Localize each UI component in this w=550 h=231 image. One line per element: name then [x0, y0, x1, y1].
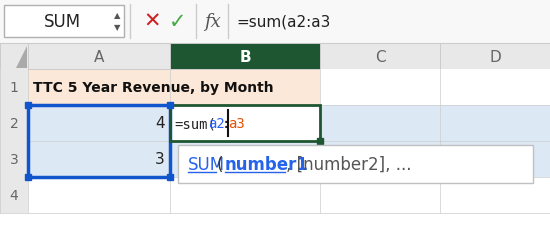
Bar [0, 70, 28, 106]
Bar [4, 6, 124, 38]
Text: 2: 2 [10, 116, 18, 131]
Bar [0, 44, 550, 70]
Text: fx: fx [204, 13, 221, 31]
Bar [0, 141, 550, 177]
Text: 1: 1 [9, 81, 19, 94]
Text: 4: 4 [10, 188, 18, 202]
Bar [0, 106, 550, 141]
Text: B: B [239, 49, 251, 64]
Bar [0, 141, 28, 177]
Text: =sum(: =sum( [174, 116, 216, 131]
Text: C: C [375, 49, 386, 64]
Text: D: D [489, 49, 501, 64]
Text: :: : [222, 116, 230, 131]
Bar [0, 70, 550, 106]
Bar [28, 106, 170, 177]
Bar [170, 106, 320, 141]
Text: 3: 3 [155, 152, 165, 167]
Bar [178, 145, 533, 183]
Text: SUM: SUM [188, 155, 225, 173]
Text: ▲: ▲ [114, 12, 120, 20]
Bar [170, 106, 320, 141]
Text: ✕: ✕ [143, 12, 161, 32]
Text: ▼: ▼ [114, 23, 120, 32]
Bar [320, 70, 550, 106]
Text: SUM: SUM [43, 13, 80, 31]
Text: TTC 5 Year Revenue, by Month: TTC 5 Year Revenue, by Month [33, 81, 274, 94]
Text: a2: a2 [208, 116, 225, 131]
Bar [0, 177, 550, 213]
Bar [0, 0, 550, 44]
Bar [0, 177, 28, 213]
Text: , [number2], ...: , [number2], ... [286, 155, 411, 173]
Text: =sum(a2:a3: =sum(a2:a3 [236, 14, 331, 29]
Text: A: A [94, 49, 104, 64]
Text: 3: 3 [10, 152, 18, 166]
Text: a3: a3 [228, 116, 245, 131]
Text: 4: 4 [155, 116, 165, 131]
Bar [170, 44, 320, 70]
Polygon shape [16, 47, 27, 69]
Text: ✓: ✓ [169, 12, 187, 32]
Text: number1: number1 [225, 155, 309, 173]
Text: (: ( [217, 155, 223, 173]
Bar [0, 106, 28, 141]
